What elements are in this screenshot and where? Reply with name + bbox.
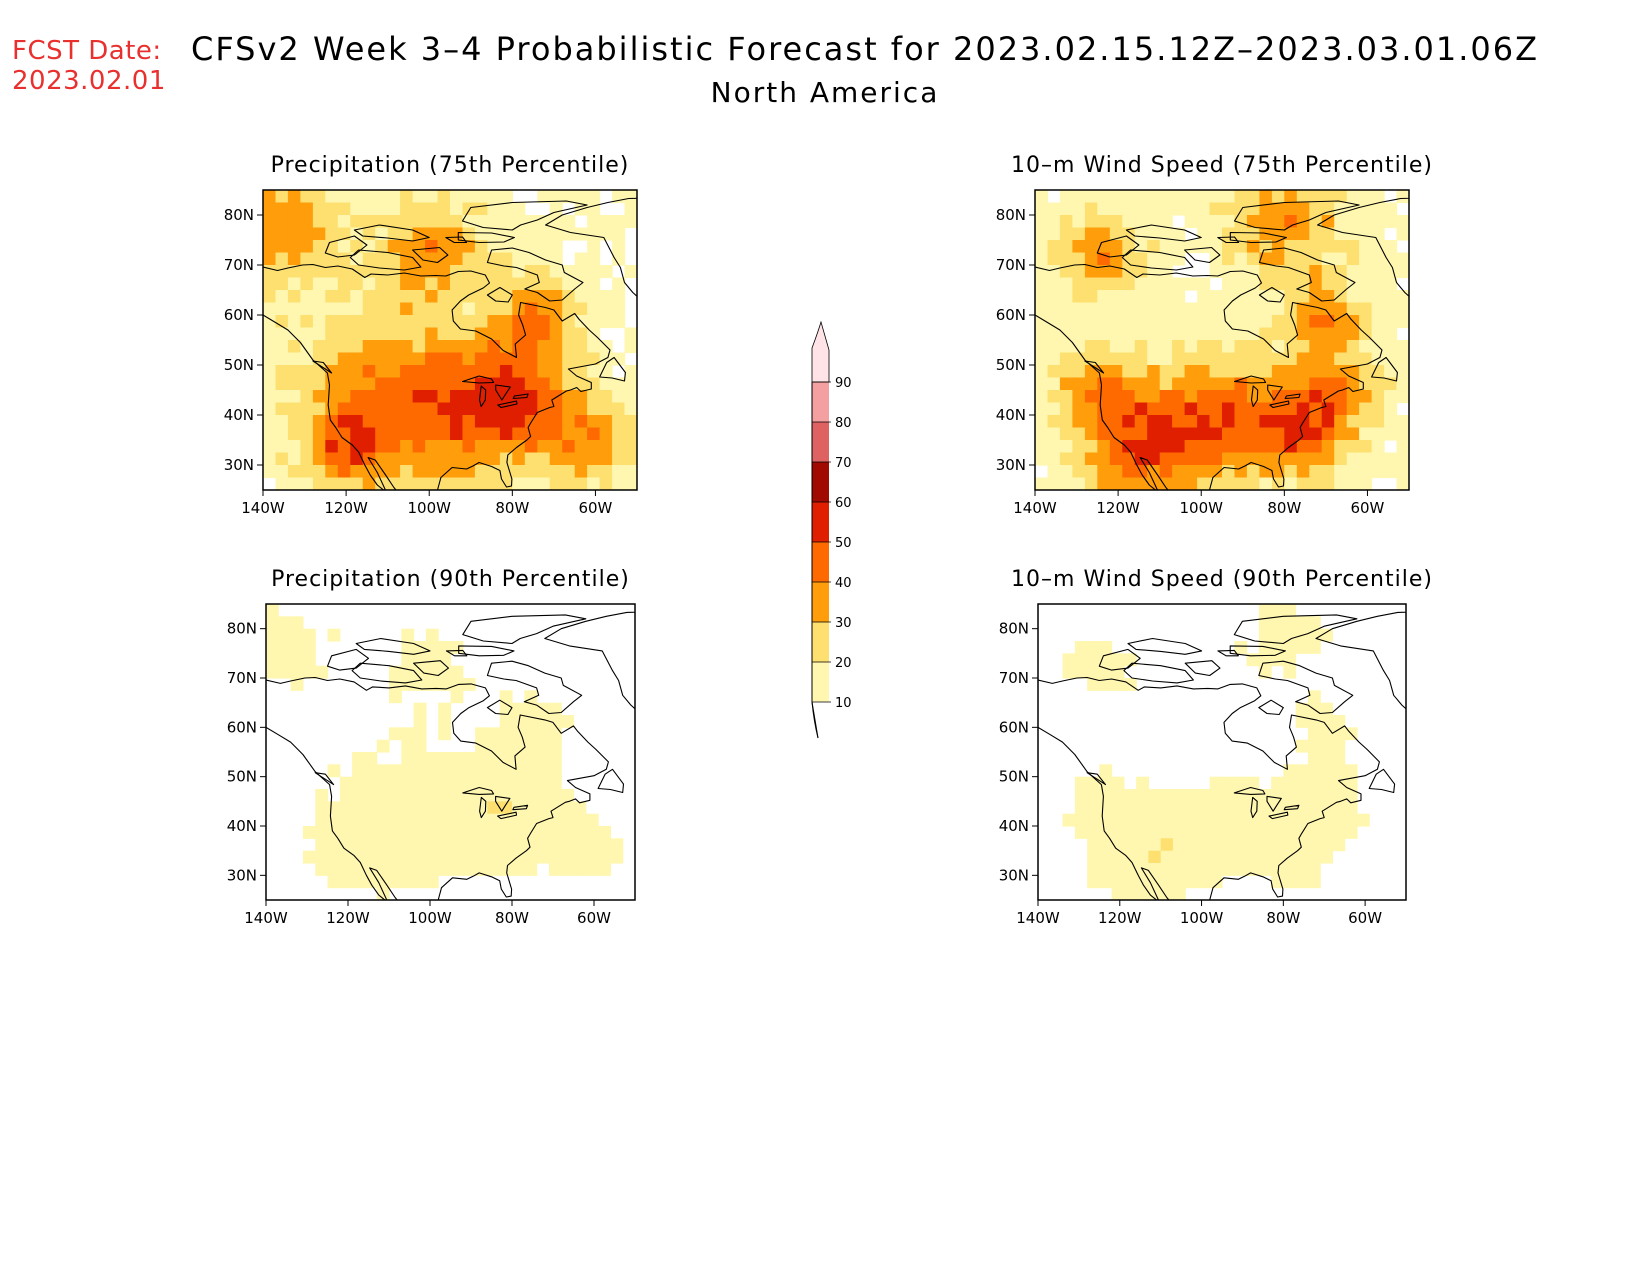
lon-tick-label: 100W	[1180, 909, 1224, 927]
lon-tick-label: 120W	[1096, 499, 1140, 517]
lat-tick-label: 70N	[227, 669, 257, 687]
lon-tick-label: 80W	[495, 499, 529, 517]
lat-tick-label: 30N	[227, 866, 257, 884]
colorbar-label: 70	[835, 456, 852, 471]
lon-tick-label: 100W	[408, 909, 452, 927]
lat-tick-label: 80N	[996, 206, 1026, 224]
shaded-field	[1038, 604, 1406, 900]
lat-tick-label: 70N	[999, 669, 1029, 687]
lon-tick-label: 100W	[1179, 499, 1223, 517]
colorbar-label: 80	[835, 416, 852, 431]
lon-tick-label: 140W	[1016, 909, 1060, 927]
colorbar-swatch	[812, 622, 829, 662]
page-title: CFSv2 Week 3–4 Probabilistic Forecast fo…	[190, 30, 1540, 68]
colorbar-swatch	[812, 542, 829, 582]
map-frame	[265, 603, 636, 901]
lat-tick-label: 80N	[999, 620, 1029, 638]
coastline	[263, 197, 637, 490]
colorbar: 10 20 30 40 50 60 70 80 90	[811, 320, 852, 739]
lat-tick-label: 60N	[999, 718, 1029, 736]
lat-tick-label: 70N	[224, 256, 254, 274]
lon-tick-label: 120W	[326, 909, 370, 927]
shaded-field	[263, 190, 637, 490]
panel-title: Precipitation (90th Percentile)	[271, 567, 630, 592]
colorbar-label: 50	[835, 536, 852, 551]
lon-tick-label: 60W	[578, 499, 612, 517]
lon-tick-label: 120W	[324, 499, 368, 517]
lat-tick-label: 30N	[224, 456, 254, 474]
map-frame	[262, 189, 638, 491]
colorbar-swatch	[811, 320, 830, 383]
lon-tick-label: 140W	[1013, 499, 1057, 517]
map-panel-precip-75: Precipitation (75th Percentile) 80N 70N 60N…	[224, 153, 638, 517]
lat-tick-label: 70N	[996, 256, 1026, 274]
colorbar-swatch	[812, 382, 829, 422]
forecast-date-label: FCST Date:	[12, 36, 162, 66]
shaded-field	[1035, 190, 1409, 490]
lon-tick-label: 60W	[1348, 909, 1382, 927]
region-subtitle: North America	[710, 76, 940, 109]
lon-tick-label: 100W	[407, 499, 451, 517]
lat-tick-label: 40N	[996, 406, 1026, 424]
colorbar-label: 20	[835, 656, 852, 671]
lat-tick-label: 80N	[224, 206, 254, 224]
lon-tick-label: 140W	[244, 909, 288, 927]
forecast-date-value: 2023.02.01	[12, 66, 166, 96]
lat-tick-label: 40N	[224, 406, 254, 424]
colorbar-swatch	[812, 502, 829, 542]
coastline	[1035, 197, 1409, 490]
map-panel-wind-90: 10–m Wind Speed (90th Percentile) 80N 70N 6…	[999, 567, 1433, 927]
colorbar-label: 10	[835, 696, 852, 711]
colorbar-swatch	[812, 422, 829, 462]
lat-tick-label: 50N	[224, 356, 254, 374]
lon-tick-label: 120W	[1098, 909, 1142, 927]
lat-tick-label: 40N	[999, 817, 1029, 835]
lat-tick-label: 30N	[999, 866, 1029, 884]
colorbar-label: 30	[835, 616, 852, 631]
colorbar-label: 90	[835, 376, 852, 391]
shaded-field	[266, 604, 635, 900]
lat-tick-label: 30N	[996, 456, 1026, 474]
colorbar-label: 60	[835, 496, 852, 511]
map-frame	[1034, 189, 1410, 491]
lat-tick-label: 50N	[227, 768, 257, 786]
coastline	[1038, 611, 1406, 900]
lon-tick-label: 60W	[1350, 499, 1384, 517]
panel-title: Precipitation (75th Percentile)	[271, 153, 630, 178]
coastline	[266, 611, 635, 900]
colorbar-swatch	[812, 462, 829, 502]
colorbar-swatch	[812, 662, 829, 702]
lon-tick-label: 80W	[1267, 499, 1301, 517]
lon-tick-label: 60W	[577, 909, 611, 927]
lat-tick-label: 50N	[999, 768, 1029, 786]
lon-tick-label: 80W	[1266, 909, 1300, 927]
map-frame	[1037, 603, 1407, 901]
map-panel-precip-90: Precipitation (90th Percentile) 80N 70N 60N…	[227, 567, 636, 927]
lon-tick-label: 80W	[495, 909, 529, 927]
forecast-date-block: FCST Date: 2023.02.01	[12, 36, 166, 96]
lat-tick-label: 60N	[227, 718, 257, 736]
lat-tick-label: 60N	[224, 306, 254, 324]
panel-title: 10–m Wind Speed (90th Percentile)	[1011, 567, 1433, 592]
map-panel-wind-75: 10–m Wind Speed (75th Percentile) 80N 70N 6…	[996, 153, 1433, 517]
colorbar-label: 40	[835, 576, 852, 591]
lat-tick-label: 80N	[227, 620, 257, 638]
lat-tick-label: 50N	[996, 356, 1026, 374]
lat-tick-label: 60N	[996, 306, 1026, 324]
lat-tick-label: 40N	[227, 817, 257, 835]
lon-tick-label: 140W	[241, 499, 285, 517]
colorbar-swatch	[812, 582, 829, 622]
panel-title: 10–m Wind Speed (75th Percentile)	[1011, 153, 1433, 178]
